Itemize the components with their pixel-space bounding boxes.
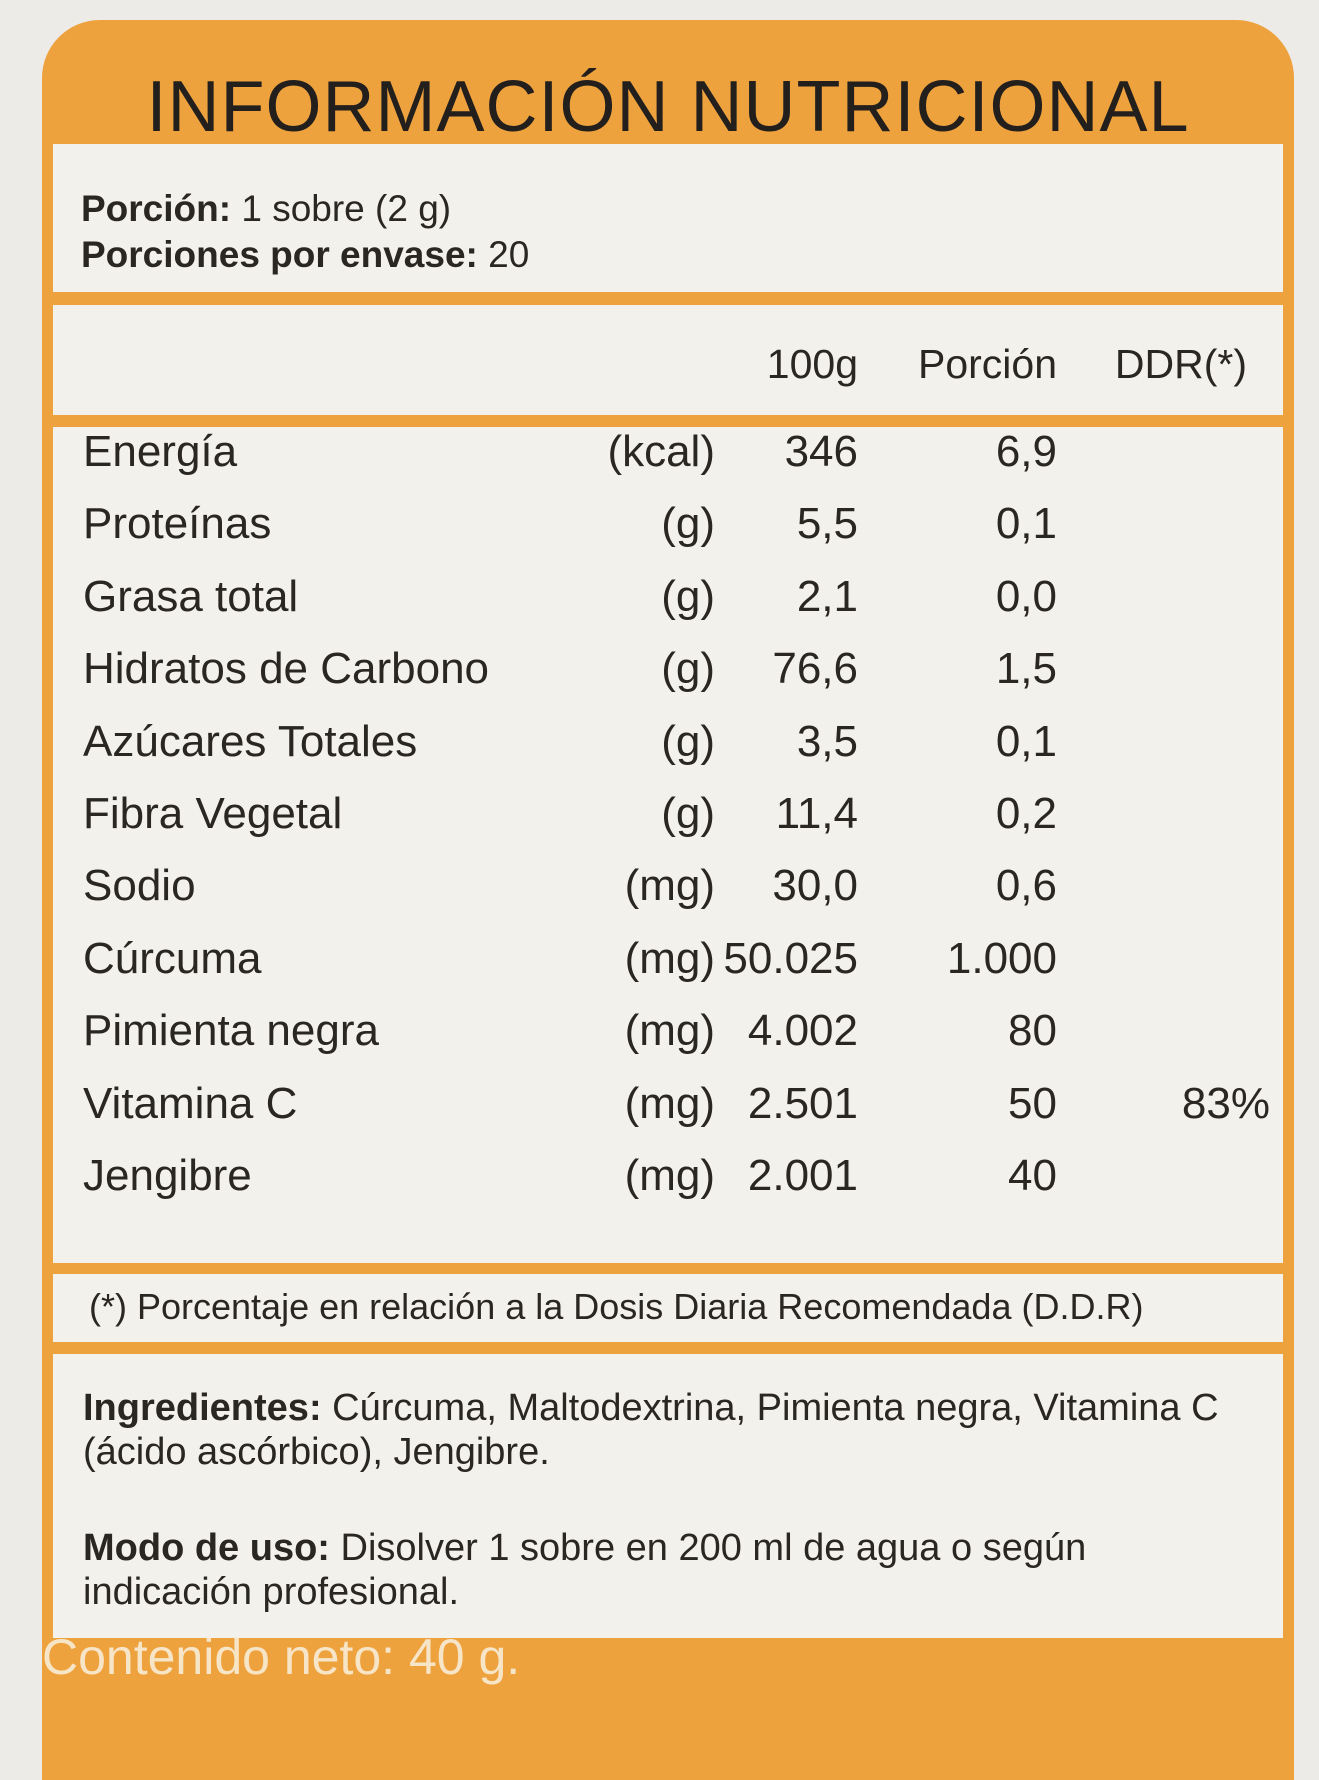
value-per100: 11,4: [775, 789, 858, 838]
usage-text: Modo de uso: Disolver 1 sobre en 200 ml …: [83, 1526, 1253, 1614]
table-row: Fibra Vegetal (g) 11,4 0,2: [53, 789, 1283, 861]
column-header-portion: Porción: [917, 341, 1057, 387]
value-per100: 346: [784, 427, 858, 476]
servings-count-value: 20: [488, 234, 530, 275]
table-row: Vitamina C (mg) 2.501 50 83%: [53, 1079, 1283, 1151]
nutrient-unit: (g): [661, 716, 715, 766]
ddr-footnote: (*) Porcentaje en relación a la Dosis Di…: [89, 1286, 1144, 1327]
ingredients-value: Cúrcuma, Maltodextrina, Pimienta negra, …: [83, 1387, 1219, 1473]
nutrient-name: Cúrcuma: [83, 933, 262, 983]
value-per100: 4.002: [747, 1006, 858, 1056]
serving-size: Porción: 1 sobre (2 g): [81, 188, 451, 230]
nutrient-unit: (mg): [624, 1006, 715, 1056]
net-content: Contenido neto: 40 g.: [42, 1629, 521, 1685]
ingredients-panel: Ingredientes: Cúrcuma, Maltodextrina, Pi…: [53, 1354, 1283, 1638]
table-row: Grasa total (g) 2,1 0,0: [53, 572, 1283, 644]
label-title: INFORMACIÓN NUTRICIONAL: [146, 67, 1190, 147]
nutrient-name: Vitamina C: [83, 1078, 298, 1128]
nutrient-unit: (g): [661, 644, 715, 694]
nutrient-unit: (mg): [624, 933, 715, 983]
serving-size-label: Porción:: [81, 188, 232, 229]
value-portion: 40: [1008, 1151, 1057, 1200]
value-per100: 3,5: [796, 716, 858, 766]
usage-value: Disolver 1 sobre en 200 ml de agua o seg…: [83, 1527, 1087, 1613]
nutrient-unit: (g): [661, 571, 715, 621]
value-portion: 50: [1008, 1078, 1057, 1128]
table-row: Cúrcuma (mg) 50.025 1.000: [53, 934, 1283, 1006]
value-per100: 2.001: [747, 1151, 858, 1200]
value-portion: 0,2: [995, 789, 1057, 838]
nutrient-name: Proteínas: [83, 499, 272, 549]
table-row: Pimienta negra (mg) 4.002 80: [53, 1006, 1283, 1078]
nutrient-name: Jengibre: [83, 1151, 252, 1200]
nutrient-name: Sodio: [83, 861, 196, 911]
table-row: Sodio (mg) 30,0 0,6: [53, 861, 1283, 933]
value-portion: 1.000: [946, 933, 1057, 983]
column-header-panel: 100g Porción DDR(*): [53, 305, 1283, 415]
value-per100: 2.501: [747, 1078, 858, 1128]
nutrient-name: Energía: [83, 427, 238, 476]
nutrient-name: Pimienta negra: [83, 1006, 379, 1056]
value-ddr: 83%: [1181, 1078, 1270, 1128]
value-per100: 2,1: [796, 571, 858, 621]
table-row: Azúcares Totales (g) 3,5 0,1: [53, 717, 1283, 789]
value-portion: 0,1: [995, 499, 1057, 549]
serving-panel: Porción: 1 sobre (2 g) Porciones por env…: [53, 144, 1283, 292]
nutrient-unit: (g): [661, 499, 715, 549]
nutrient-unit: (g): [661, 789, 715, 838]
table-row: Energía (kcal) 346 6,9: [53, 427, 1283, 499]
ingredients-label: Ingredientes:: [83, 1387, 322, 1429]
table-row: Jengibre (mg) 2.001 40: [53, 1151, 1283, 1223]
ingredients-text: Ingredientes: Cúrcuma, Maltodextrina, Pi…: [83, 1386, 1253, 1474]
nutrient-unit: (mg): [624, 1078, 715, 1128]
footnote-panel: (*) Porcentaje en relación a la Dosis Di…: [53, 1274, 1283, 1342]
usage-label: Modo de uso:: [83, 1527, 330, 1569]
column-header-per100: 100g: [766, 341, 858, 387]
value-per100: 76,6: [772, 644, 858, 694]
value-portion: 0,6: [995, 861, 1057, 911]
nutrient-table: Energía (kcal) 346 6,9 Proteínas (g) 5,5 0,1 Gra…: [53, 427, 1283, 1263]
value-per100: 50.025: [723, 933, 858, 983]
nutrient-name: Azúcares Totales: [83, 716, 418, 766]
nutrient-unit: (mg): [624, 1151, 715, 1200]
servings-per-container: Porciones por envase: 20: [81, 234, 529, 276]
nutrition-label: INFORMACIÓN NUTRICIONAL Porción: 1 sobre…: [42, 20, 1294, 1780]
value-portion: 0,1: [995, 716, 1057, 766]
servings-count-label: Porciones por envase:: [81, 234, 478, 275]
column-header-ddr: DDR(*): [1114, 341, 1247, 387]
value-portion: 80: [1008, 1006, 1057, 1056]
value-portion: 1,5: [995, 644, 1057, 694]
nutrient-unit: (mg): [624, 861, 715, 911]
nutrient-name: Fibra Vegetal: [83, 789, 343, 838]
nutrient-name: Hidratos de Carbono: [83, 644, 490, 694]
value-per100: 5,5: [796, 499, 858, 549]
value-portion: 6,9: [995, 427, 1057, 476]
table-row: Proteínas (g) 5,5 0,1: [53, 499, 1283, 571]
nutrient-unit: (kcal): [607, 427, 715, 476]
table-row: Hidratos de Carbono (g) 76,6 1,5: [53, 644, 1283, 716]
value-per100: 30,0: [772, 861, 858, 911]
value-portion: 0,0: [995, 571, 1057, 621]
nutrient-name: Grasa total: [83, 571, 299, 621]
serving-size-value: 1 sobre (2 g): [241, 188, 452, 229]
